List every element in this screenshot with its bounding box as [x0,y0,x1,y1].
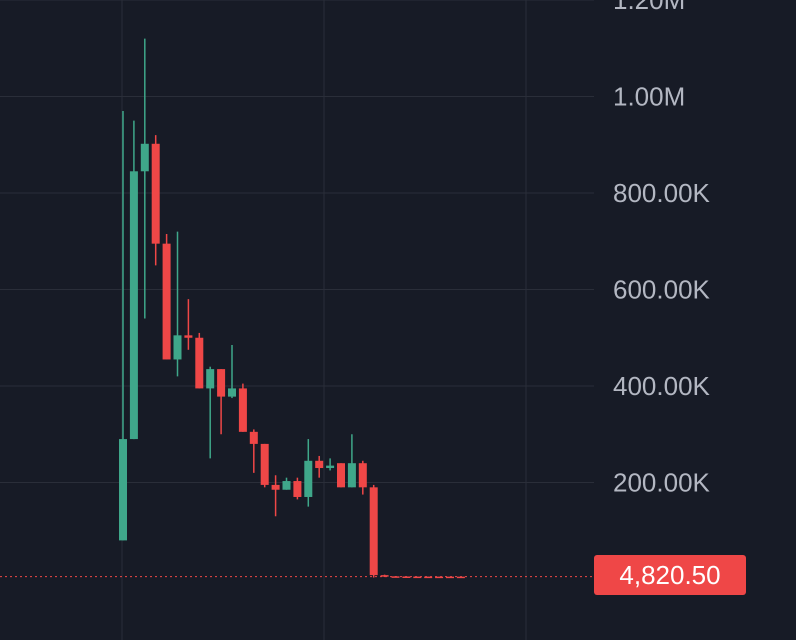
candle [413,576,422,579]
candle [151,135,160,266]
candle [337,463,345,488]
candle [228,344,236,399]
candle-body [195,337,204,389]
candle-body [282,481,291,490]
candle-body [140,143,149,172]
candle-body [315,460,324,469]
candle [293,477,302,500]
candle-body [173,335,182,360]
candle [217,369,226,435]
y-tick-label: 400.00K [613,371,711,401]
candle [162,234,171,360]
y-tick-label: 1.20M [613,0,685,15]
candle-body [119,439,127,541]
candle-body [151,143,160,244]
candle [326,458,335,471]
candle [358,460,367,495]
candle-body [184,335,193,338]
candle-body [435,576,444,579]
candle [140,38,149,319]
candle-body [424,576,433,579]
horizontal-gridlines [0,0,594,483]
candle-body [260,443,269,485]
candle-body [402,576,411,578]
candle [249,429,258,473]
candle [304,439,313,507]
candle [206,366,215,459]
candle [347,434,356,488]
candle [271,475,280,517]
candle [435,576,444,579]
candle [315,455,324,478]
candle-body [249,431,258,444]
candle-body [337,463,345,488]
candle-body [326,465,335,469]
candle [184,299,193,350]
candle-body [129,171,138,440]
candle [260,443,269,488]
candle [369,484,378,578]
candle [424,576,433,579]
candle-body [206,369,215,389]
price-axis[interactable]: 1.20M 1.00M 800.00K 600.00K 400.00K 200.00K [613,0,711,498]
candle [282,477,291,490]
candle-body [347,463,356,488]
y-tick-label: 600.00K [613,275,711,305]
candle-body [446,576,454,579]
candle [380,574,389,578]
candles-group [119,38,465,579]
candle [119,110,127,541]
candle-body [304,460,313,497]
candle-body [380,575,389,577]
candle-body [238,388,247,432]
candle [195,332,204,389]
candle-body [369,487,378,576]
candle [129,120,138,440]
candle-body [358,463,367,488]
last-price-badge: 4,820.50 [594,555,746,595]
y-tick-label: 200.00K [613,468,711,498]
candle-body [413,576,422,579]
candle [238,383,247,432]
candle-body [271,484,280,490]
candle-body [162,243,171,360]
candle [173,231,182,377]
y-tick-label: 800.00K [613,178,711,208]
candle-body [293,481,302,497]
candle-body [217,369,226,397]
candle-body [228,388,236,397]
y-tick-label: 1.00M [613,82,685,112]
candle-body [456,576,465,579]
